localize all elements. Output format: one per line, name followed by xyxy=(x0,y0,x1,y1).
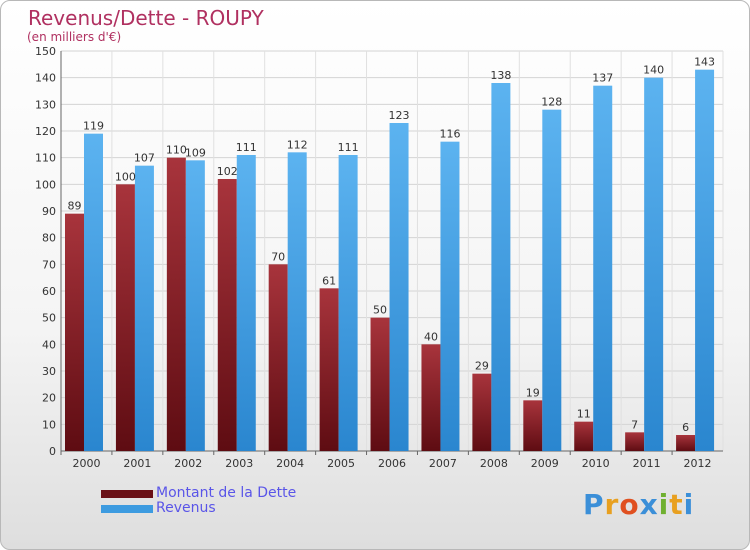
bar-revenus xyxy=(236,155,256,451)
x-tick-label: 2009 xyxy=(531,457,559,470)
bar-dette xyxy=(319,288,339,451)
bars xyxy=(65,69,715,452)
data-label: 111 xyxy=(338,141,359,154)
data-label: 40 xyxy=(424,330,438,343)
y-tick-label: 140 xyxy=(35,72,56,85)
bar-revenus xyxy=(338,155,358,451)
chart-subtitle: (en milliers d'€) xyxy=(27,30,122,44)
y-tick-label: 130 xyxy=(35,98,56,111)
bar-dette xyxy=(217,179,237,451)
data-label: 107 xyxy=(134,152,155,165)
data-label: 7 xyxy=(631,418,638,431)
data-label: 143 xyxy=(694,56,715,69)
bar-revenus xyxy=(185,160,205,452)
y-tick-label: 90 xyxy=(42,205,56,218)
x-tick-label: 2006 xyxy=(378,457,406,470)
y-tick-label: 50 xyxy=(42,312,56,325)
x-tick-label: 2000 xyxy=(72,457,100,470)
y-tick-label: 20 xyxy=(42,392,56,405)
y-tick-label: 60 xyxy=(42,285,56,298)
bar-revenus xyxy=(491,83,511,451)
y-tick-label: 80 xyxy=(42,232,56,245)
data-label: 110 xyxy=(166,144,187,157)
bar-dette xyxy=(676,435,696,451)
proxiti-logo: Proxiti xyxy=(583,488,695,521)
legend-swatch-dette xyxy=(101,490,153,498)
legend-label-revenus: Revenus xyxy=(156,500,216,516)
y-tick-label: 0 xyxy=(49,445,56,458)
x-tick-label: 2012 xyxy=(684,457,712,470)
data-label: 19 xyxy=(526,386,540,399)
y-tick-label: 30 xyxy=(42,365,56,378)
data-label: 128 xyxy=(541,96,562,109)
y-tick-label: 150 xyxy=(35,45,56,58)
x-tick-label: 2005 xyxy=(327,457,355,470)
data-label: 102 xyxy=(217,165,238,178)
y-tick-label: 40 xyxy=(42,338,56,351)
bar-dette xyxy=(166,157,186,451)
y-tick-label: 100 xyxy=(35,178,56,191)
data-label: 111 xyxy=(236,141,257,154)
data-label: 123 xyxy=(389,109,410,122)
data-label: 11 xyxy=(577,408,591,421)
y-tick-label: 110 xyxy=(35,152,56,165)
data-label: 89 xyxy=(68,200,82,213)
data-label: 116 xyxy=(439,128,460,141)
legend-label-dette: Montant de la Dette xyxy=(156,485,297,501)
data-label: 50 xyxy=(373,304,387,317)
bar-dette xyxy=(115,184,135,452)
legend-swatch-revenus xyxy=(101,505,153,513)
data-label: 61 xyxy=(322,274,336,287)
bar-revenus xyxy=(389,123,409,451)
bar-revenus xyxy=(593,85,613,452)
chart-title: Revenus/Dette - ROUPY xyxy=(28,6,264,30)
bar-dette xyxy=(421,344,441,451)
bar-dette xyxy=(625,432,645,451)
x-tick-label: 2007 xyxy=(429,457,457,470)
data-label: 100 xyxy=(115,170,136,183)
bar-revenus xyxy=(287,152,307,452)
bar-dette xyxy=(523,400,543,451)
bar-revenus xyxy=(84,133,103,451)
bar-dette xyxy=(65,213,84,451)
data-label: 70 xyxy=(271,250,285,263)
bar-revenus xyxy=(644,77,664,452)
data-label: 6 xyxy=(682,421,689,434)
x-tick-label: 2008 xyxy=(480,457,508,470)
bar-dette xyxy=(268,264,288,451)
bar-dette xyxy=(370,317,390,451)
x-tick-label: 2003 xyxy=(225,457,253,470)
data-label: 138 xyxy=(490,69,511,82)
x-tick-label: 2004 xyxy=(276,457,304,470)
data-label: 119 xyxy=(83,120,104,133)
data-label: 140 xyxy=(643,64,664,77)
data-labels: 89 100 110 102 70 61 50 40 29 19 11 7 6 119 107 109 111 1… xyxy=(68,56,716,434)
y-tick-label: 120 xyxy=(35,125,56,138)
x-tick-label: 2010 xyxy=(582,457,610,470)
bar-revenus xyxy=(134,165,154,451)
bar-dette xyxy=(472,373,492,451)
bar-revenus xyxy=(440,141,460,451)
data-label: 109 xyxy=(185,146,206,159)
x-tick-label: 2002 xyxy=(174,457,202,470)
data-label: 112 xyxy=(287,138,308,151)
bar-revenus xyxy=(695,69,715,452)
y-tick-label: 70 xyxy=(42,258,56,271)
bar-dette xyxy=(574,421,594,451)
x-tick-label: 2011 xyxy=(633,457,661,470)
bar-revenus xyxy=(542,109,562,452)
y-tick-label: 10 xyxy=(42,418,56,431)
data-label: 137 xyxy=(592,72,613,85)
x-tick-label: 2001 xyxy=(123,457,151,470)
data-label: 29 xyxy=(475,360,489,373)
